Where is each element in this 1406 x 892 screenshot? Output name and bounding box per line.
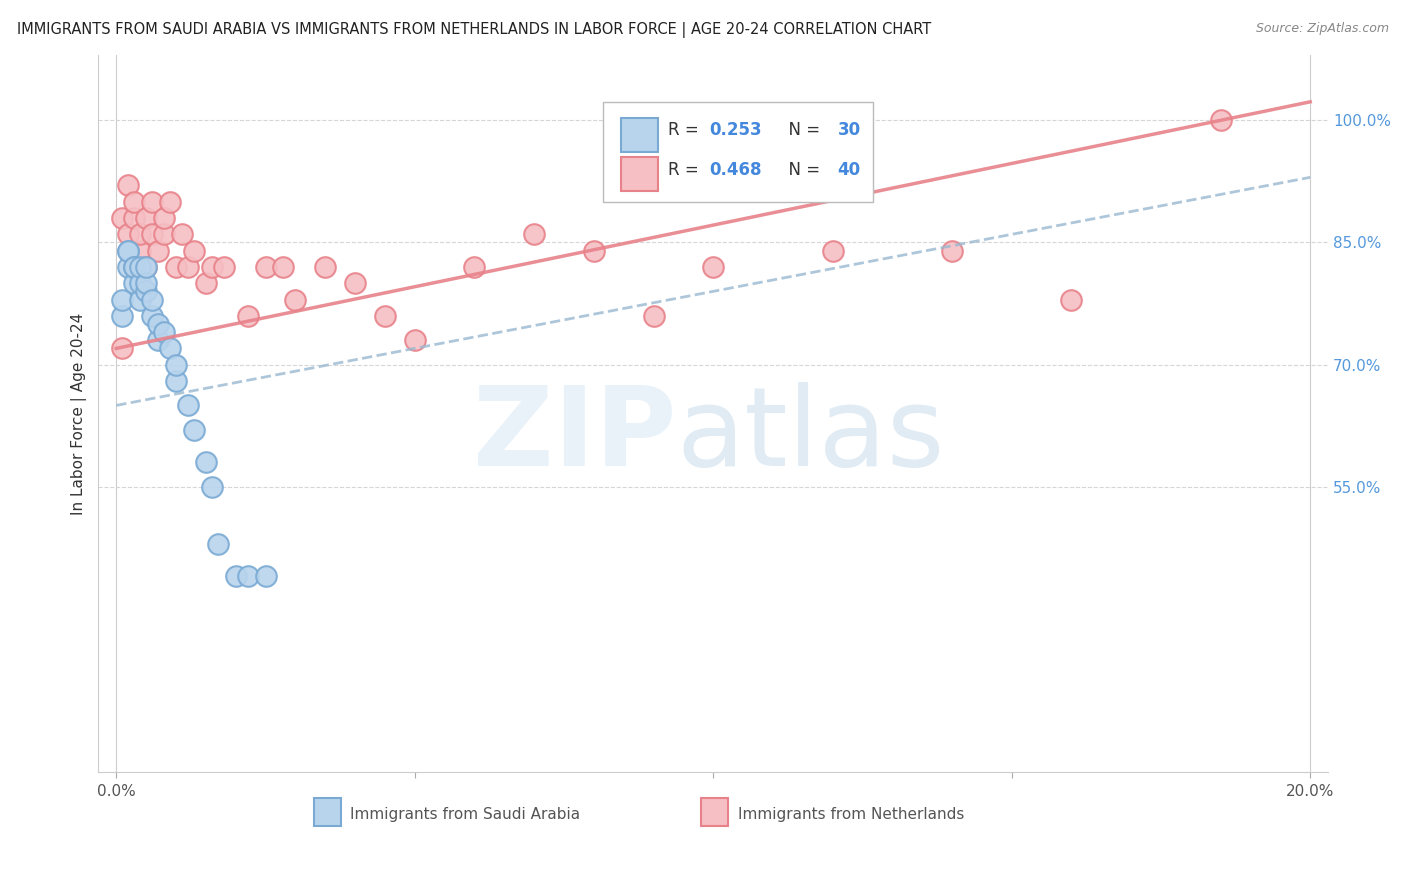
Point [141,293,163,307]
FancyBboxPatch shape [603,102,873,202]
Point [122,260,145,274]
Point [225,569,247,583]
Text: 30: 30 [838,121,860,139]
Point [201,260,224,274]
Point [273,260,295,274]
Point [117,260,139,274]
Point [165,260,187,274]
Point [254,260,277,274]
FancyBboxPatch shape [621,118,658,152]
Point [941,244,963,258]
Point [404,333,426,347]
Point [702,260,724,274]
Point [111,309,134,323]
Text: N =: N = [779,161,825,179]
Point [117,244,139,258]
Point [146,244,169,258]
Point [129,293,152,307]
Point [122,211,145,225]
FancyBboxPatch shape [314,798,340,826]
Text: Source: ZipAtlas.com: Source: ZipAtlas.com [1256,22,1389,36]
Point [153,211,176,225]
Point [135,260,157,274]
Point [135,260,157,274]
Point [159,194,181,209]
Point [344,277,367,291]
Text: R =: R = [668,121,704,139]
Point [183,423,205,437]
Point [135,285,157,299]
Point [314,260,336,274]
Point [463,260,485,274]
Point [111,211,134,225]
Text: Immigrants from Saudi Arabia: Immigrants from Saudi Arabia [350,807,581,822]
Point [122,260,145,274]
Point [374,309,396,323]
Point [111,293,134,307]
Point [177,260,200,274]
Text: atlas: atlas [676,382,945,489]
Text: IMMIGRANTS FROM SAUDI ARABIA VS IMMIGRANTS FROM NETHERLANDS IN LABOR FORCE | AGE: IMMIGRANTS FROM SAUDI ARABIA VS IMMIGRAN… [17,22,931,38]
Point [1209,113,1232,128]
Point [207,537,229,551]
Text: 0.253: 0.253 [710,121,762,139]
Text: N =: N = [779,121,825,139]
Point [141,227,163,242]
Point [165,358,187,372]
Point [183,244,205,258]
Point [129,227,152,242]
Point [159,342,181,356]
Point [129,277,152,291]
Point [146,333,169,347]
Point [582,244,605,258]
Point [141,309,163,323]
Point [254,569,277,583]
Point [141,194,163,209]
Point [194,277,217,291]
Point [135,211,157,225]
Point [165,374,187,388]
Point [194,455,217,469]
FancyBboxPatch shape [621,157,658,192]
Text: Immigrants from Netherlands: Immigrants from Netherlands [738,807,965,822]
Point [153,227,176,242]
Point [643,309,665,323]
Point [170,227,193,242]
Point [236,309,259,323]
Point [129,244,152,258]
FancyBboxPatch shape [702,798,728,826]
Point [1060,293,1083,307]
Point [117,227,139,242]
Point [153,325,176,339]
Point [236,569,259,583]
Point [135,277,157,291]
Text: 40: 40 [838,161,860,179]
Point [212,260,235,274]
Text: 0.468: 0.468 [710,161,762,179]
Point [122,194,145,209]
Point [177,398,200,412]
Point [821,244,844,258]
Point [284,293,307,307]
Point [523,227,546,242]
Point [129,260,152,274]
Point [122,277,145,291]
Y-axis label: In Labor Force | Age 20-24: In Labor Force | Age 20-24 [72,312,87,515]
Point [146,317,169,331]
Point [111,342,134,356]
Text: R =: R = [668,161,704,179]
Text: ZIP: ZIP [472,382,676,489]
Point [117,244,139,258]
Point [201,480,224,494]
Point [117,178,139,193]
